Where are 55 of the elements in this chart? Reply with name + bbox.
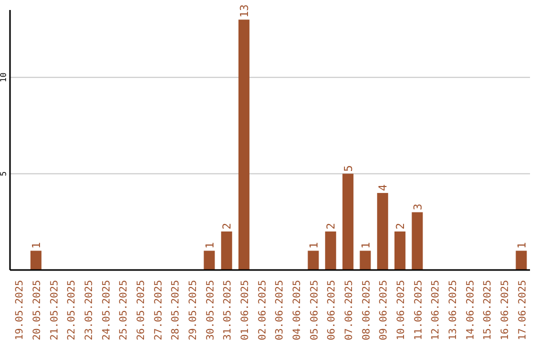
x-tick-label: 21.05.2025 — [49, 280, 60, 340]
data-label: 1 — [307, 242, 320, 249]
x-tick-label: 11.06.2025 — [413, 280, 424, 340]
x-tick-label: 22.05.2025 — [66, 280, 78, 340]
x-tick-label: 03.06.2025 — [274, 280, 286, 340]
data-label: 1 — [515, 242, 528, 249]
x-tick-label: 05.06.2025 — [309, 280, 320, 340]
x-tick-label: 14.06.2025 — [465, 280, 476, 340]
x-tick-label: 15.06.2025 — [482, 280, 494, 340]
data-label: 13 — [238, 4, 251, 18]
data-label: 2 — [220, 222, 234, 230]
bar — [394, 231, 406, 270]
bar — [308, 250, 319, 270]
data-label: 4 — [376, 184, 390, 191]
x-tick-label: 02.06.2025 — [257, 280, 268, 340]
bar — [221, 231, 232, 270]
data-label: 1 — [30, 242, 43, 249]
x-tick-label: 28.05.2025 — [170, 280, 182, 340]
bar — [204, 250, 215, 270]
y-tick-label: 10 — [0, 72, 8, 82]
x-tick-label: 24.05.2025 — [101, 280, 112, 340]
bar — [377, 192, 388, 270]
x-tick-label: 27.05.2025 — [153, 280, 164, 340]
data-label: 3 — [411, 204, 424, 210]
x-tick-label: 19.05.2025 — [14, 280, 26, 340]
x-tick-label: 17.06.2025 — [517, 280, 528, 340]
data-label: 1 — [203, 242, 216, 249]
x-tick-label: 23.05.2025 — [84, 280, 95, 340]
x-tick-label: 10.06.2025 — [396, 280, 407, 340]
bar — [516, 250, 527, 270]
x-tick-label: 25.05.2025 — [118, 280, 130, 340]
x-tick-label: 31.05.2025 — [222, 280, 234, 340]
bar — [325, 231, 336, 270]
x-tick-label: 20.05.2025 — [32, 280, 43, 340]
x-tick-label: 29.05.2025 — [188, 280, 199, 340]
data-label: 1 — [359, 242, 372, 249]
data-label: 2 — [324, 222, 338, 230]
x-tick-label: 06.06.2025 — [326, 280, 338, 340]
data-label: 5 — [342, 165, 355, 172]
bar — [342, 174, 354, 270]
bar — [412, 212, 423, 270]
data-label: 2 — [394, 222, 407, 230]
x-tick-label: 04.06.2025 — [292, 280, 303, 340]
x-tick-label: 01.06.2025 — [240, 280, 251, 340]
bar — [360, 250, 371, 270]
x-tick-label: 16.06.2025 — [500, 280, 511, 340]
x-tick-label: 30.05.2025 — [205, 280, 216, 340]
x-tick-label: 26.05.2025 — [136, 280, 147, 340]
x-tick-label: 07.06.2025 — [344, 280, 355, 340]
x-tick-label: 09.06.2025 — [378, 280, 390, 340]
bar — [238, 20, 250, 270]
bar — [30, 250, 42, 270]
x-tick-label: 08.06.2025 — [361, 280, 372, 340]
x-tick-label: 12.06.2025 — [430, 280, 442, 340]
x-tick-label: 13.06.2025 — [448, 280, 459, 340]
